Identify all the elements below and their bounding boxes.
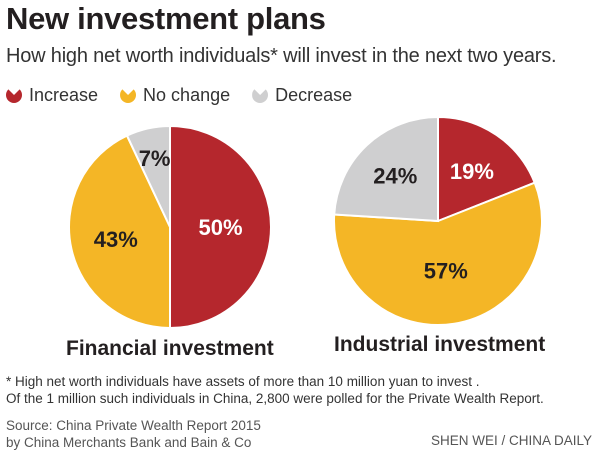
legend-label-increase: Increase [29, 84, 99, 105]
financial-investment-label: Financial investment [66, 337, 274, 360]
source-line-1: Source: China Private Wealth Report 2015 [6, 418, 261, 433]
legend-swatch-no-change [120, 87, 137, 103]
legend-label-decrease: Decrease [275, 84, 353, 105]
credit: SHEN WEI / CHINA DAILY [430, 433, 592, 448]
pie-slice-industrial-investment-decrease [333, 115, 439, 223]
chart-subtitle: How high net worth individuals* will inv… [6, 45, 557, 67]
pie-slice-industrial-investment-increase [437, 115, 536, 223]
pie-label-industrial-investment-increase: 19% [450, 159, 494, 184]
pie-label-financial-investment-no-change: 43% [94, 227, 138, 252]
footnote-line-2: Of the 1 million such individuals in Chi… [6, 391, 544, 406]
pie-label-financial-investment-decrease: 7% [139, 146, 171, 171]
legend-swatch-increase [6, 87, 22, 103]
legend-item-decrease: Decrease [252, 85, 352, 106]
legend-item-increase: Increase [6, 85, 98, 106]
legend-swatch-decrease [252, 87, 269, 103]
source-note: Source: China Private Wealth Report 2015… [6, 417, 261, 451]
footnote-line-1: * High net worth individuals have assets… [6, 374, 480, 389]
chart-title: New investment plans [6, 1, 326, 36]
footnote: * High net worth individuals have assets… [6, 373, 544, 407]
pie-slice-financial-investment-decrease [125, 124, 171, 228]
pie-label-industrial-investment-no-change: 57% [424, 258, 468, 283]
legend: Increase No change Decrease [6, 84, 374, 106]
industrial-investment-label: Industrial investment [334, 333, 546, 356]
legend-label-no-change: No change [143, 84, 231, 105]
pie-label-industrial-investment-decrease: 24% [373, 164, 417, 189]
pie-slice-financial-investment-increase [169, 124, 272, 330]
legend-item-no-change: No change [120, 85, 230, 106]
source-line-2: by China Merchants Bank and Bain & Co [6, 435, 252, 450]
pie-slice-financial-investment-no-change [68, 134, 171, 330]
pie-label-financial-investment-increase: 50% [198, 215, 242, 240]
